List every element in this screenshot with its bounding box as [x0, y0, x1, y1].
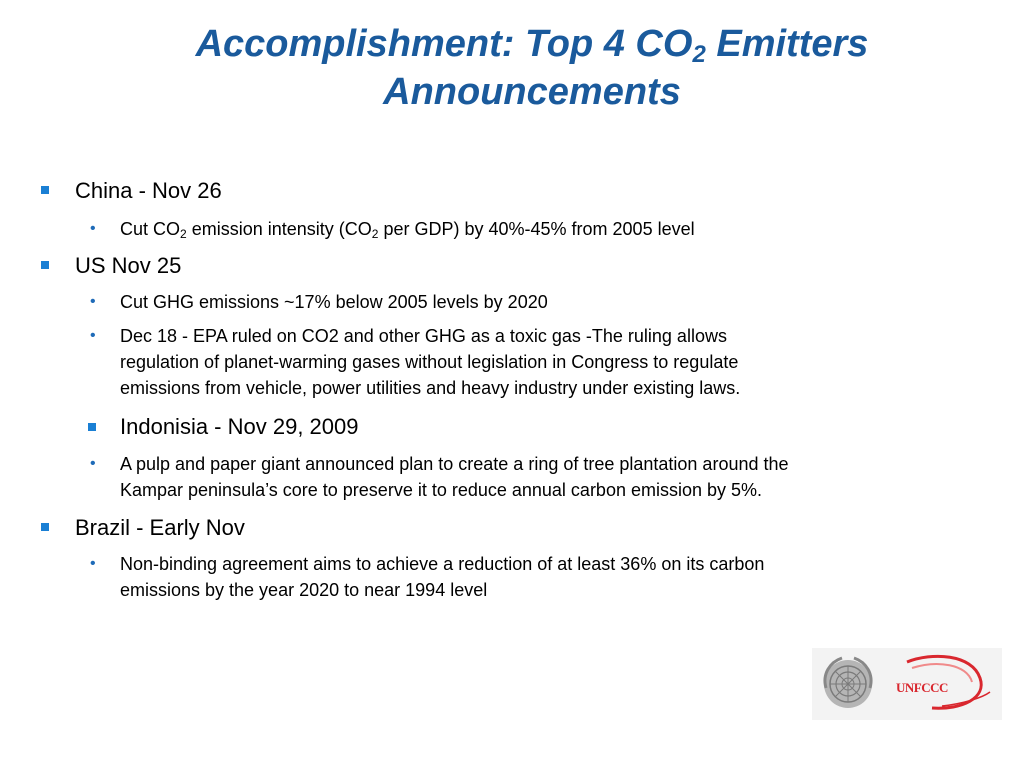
square-bullet-icon	[41, 261, 49, 269]
unfccc-text: UNFCCC	[896, 680, 948, 695]
title-subscript: 2	[692, 41, 706, 68]
heading-china: China - Nov 26	[75, 178, 222, 203]
title-line-1: Accomplishment: Top 4 CO2 Emitters	[60, 20, 1004, 68]
logos-svg	[823, 654, 991, 710]
slide-title: Accomplishment: Top 4 CO2 Emitters Annou…	[60, 20, 1004, 116]
title-text-part2: Emitters	[705, 23, 869, 65]
dot-bullet-icon: •	[90, 327, 96, 344]
dot-bullet-icon: •	[90, 293, 96, 310]
title-line-2: Announcements	[383, 71, 681, 113]
dot-bullet-icon: •	[90, 455, 96, 472]
square-bullet-icon	[41, 186, 49, 194]
unfccc-logo-icon	[906, 654, 991, 710]
dot-bullet-icon: •	[90, 555, 96, 572]
bullet-us-1: Cut GHG emissions ~17% below 2005 levels…	[120, 292, 548, 312]
logos-panel: UNFCCC	[812, 648, 1002, 720]
un-emblem-icon	[823, 656, 873, 708]
bullet-china-1: Cut CO2 emission intensity (CO2 per GDP)…	[120, 219, 695, 241]
dot-bullet-icon: •	[90, 220, 96, 237]
title-text-part1: Accomplishment: Top 4 CO	[195, 23, 693, 65]
bullet-us-2: Dec 18 - EPA ruled on CO2 and other GHG …	[120, 326, 741, 398]
heading-indonesia: Indonisia - Nov 29, 2009	[120, 414, 359, 439]
heading-us: US Nov 25	[75, 253, 182, 278]
square-bullet-icon	[88, 423, 96, 431]
heading-brazil: Brazil - Early Nov	[75, 515, 245, 540]
square-bullet-icon	[41, 523, 49, 531]
bullet-brazil-1: Non-binding agreement aims to achieve a …	[120, 554, 765, 600]
bullet-indonesia-1: A pulp and paper giant announced plan to…	[120, 454, 789, 500]
